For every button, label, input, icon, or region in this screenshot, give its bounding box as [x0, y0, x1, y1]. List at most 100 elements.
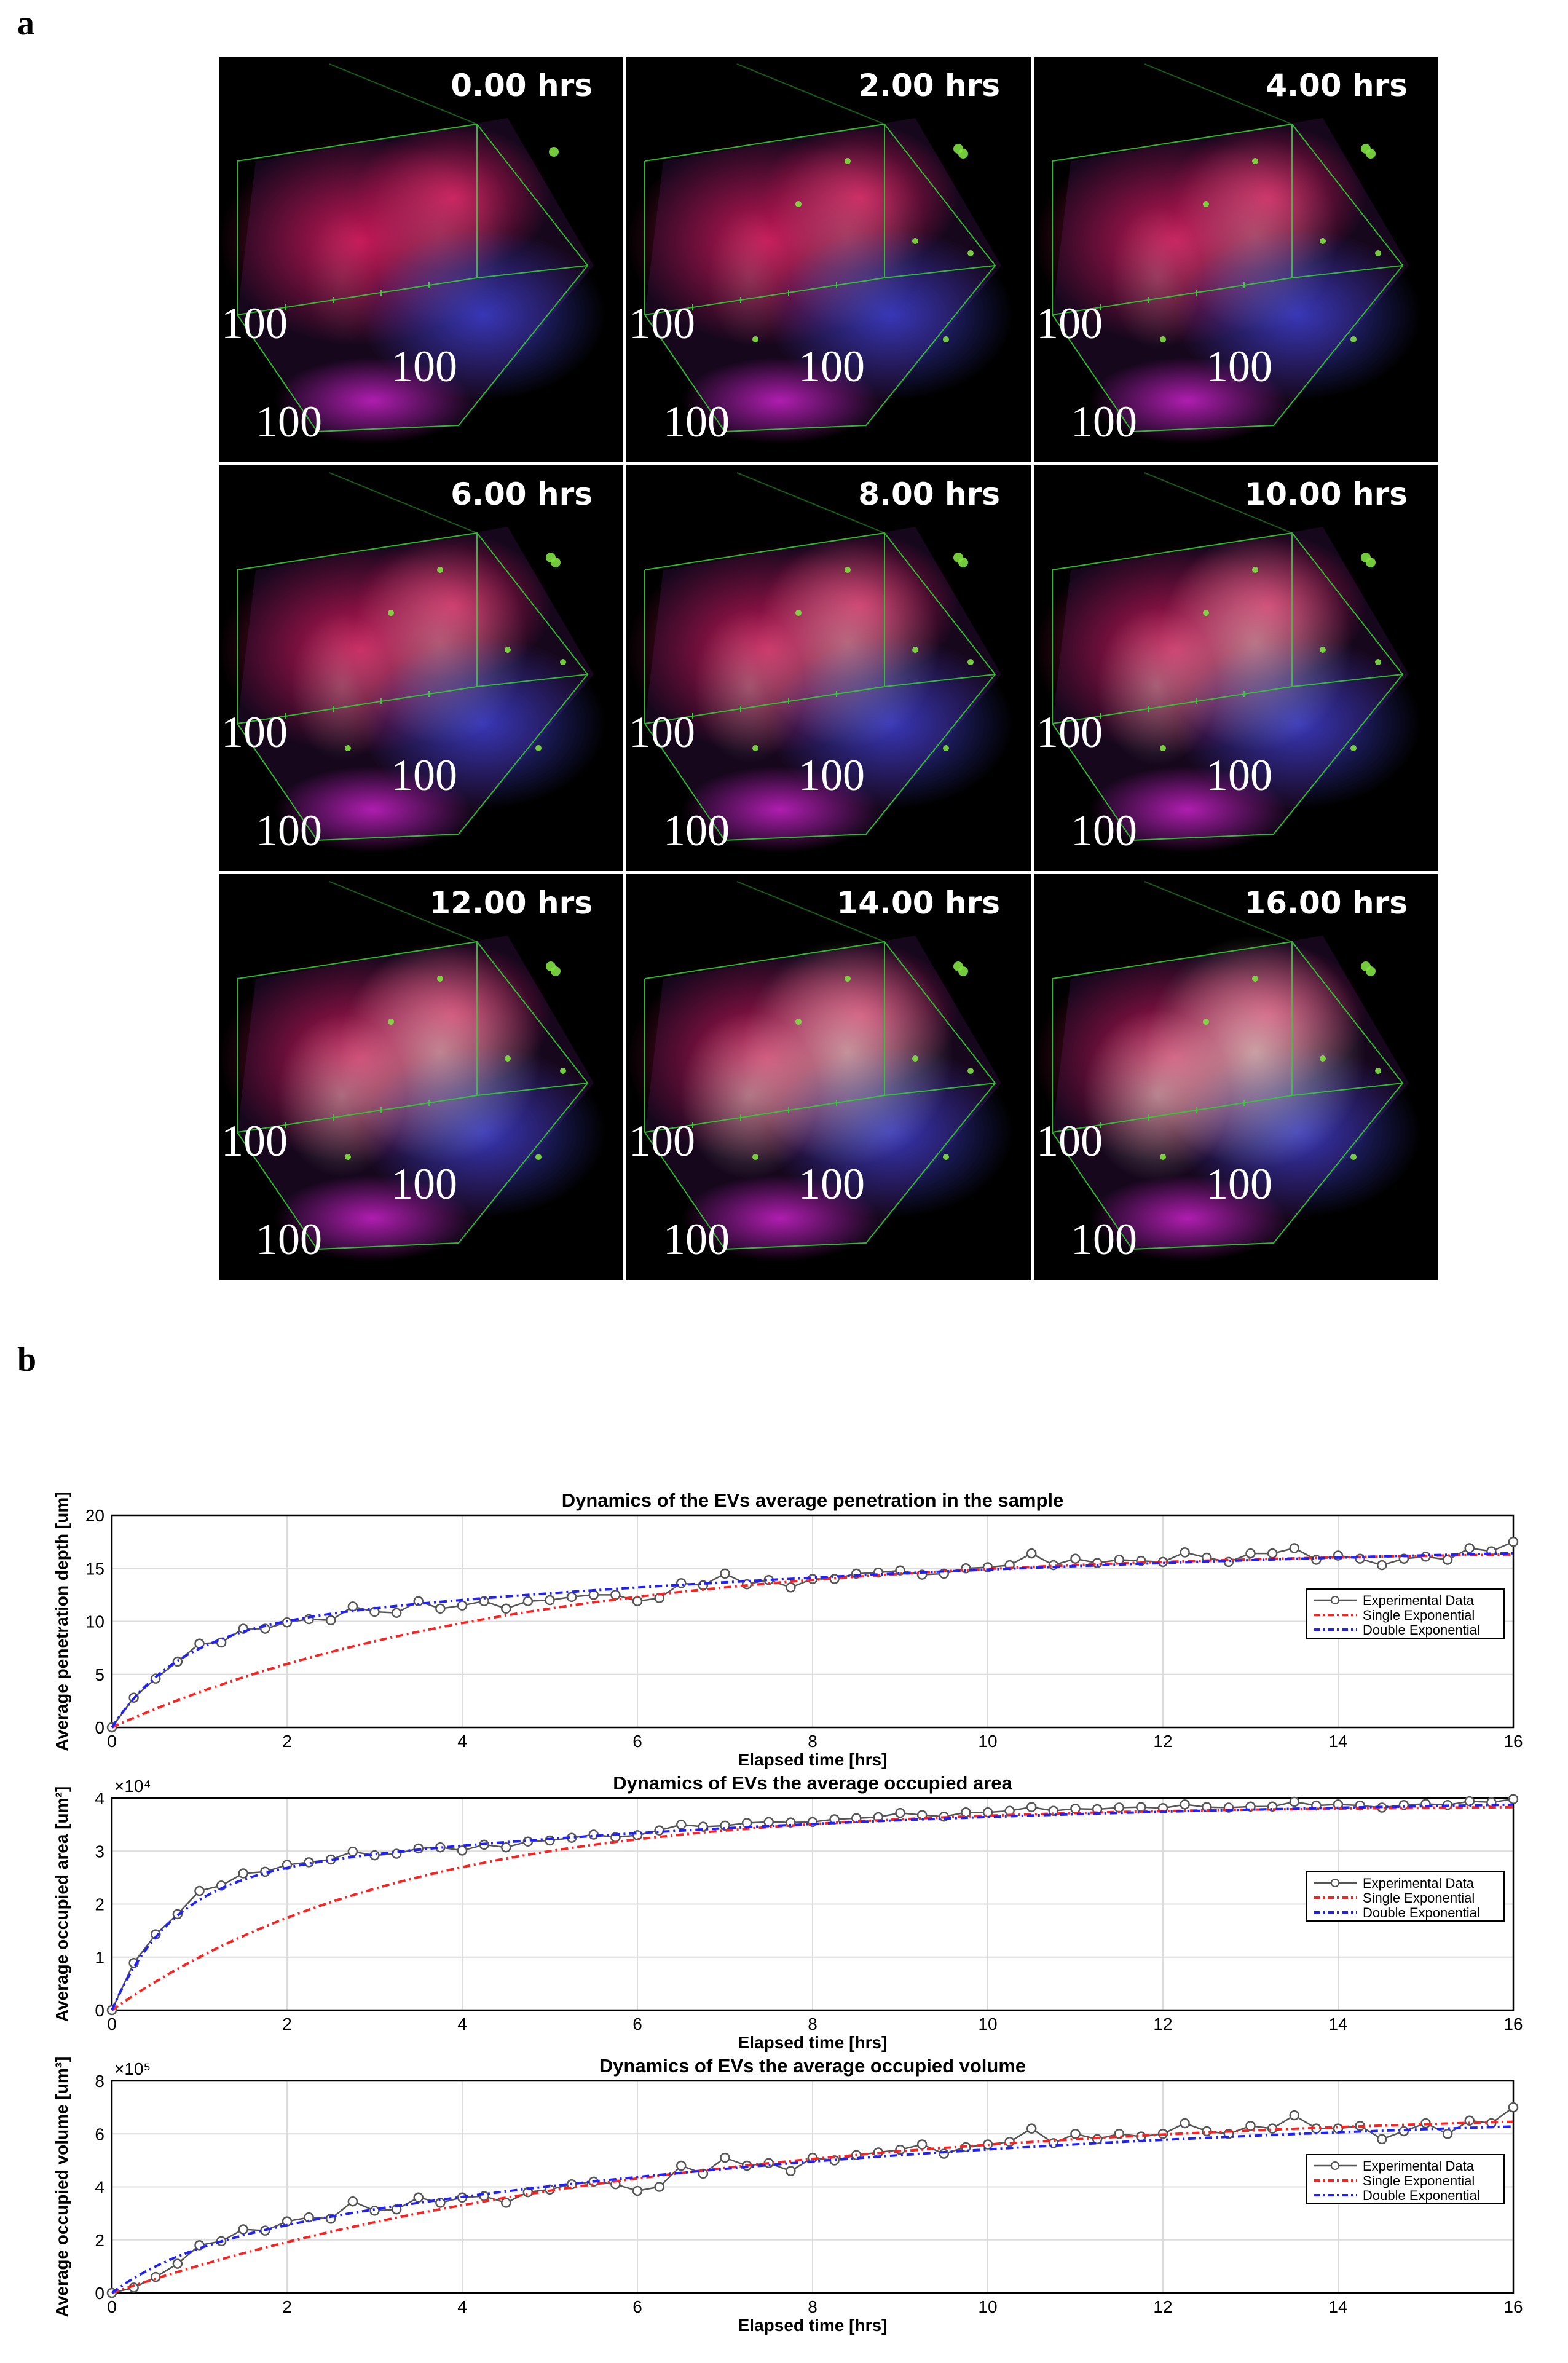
data-point	[326, 1615, 336, 1626]
data-point	[632, 1596, 643, 1606]
scale-label: 100	[256, 1215, 322, 1264]
volume-render	[626, 63, 1014, 444]
legend-label: Single Exponential	[1363, 2173, 1475, 2188]
x-tick-label: 2	[282, 2297, 292, 2316]
x-tick-label: 10	[978, 1732, 997, 1751]
data-point	[238, 2224, 248, 2235]
scale-label: 100	[221, 708, 288, 757]
legend-label: Single Exponential	[1363, 1890, 1475, 1906]
x-tick-label: 4	[457, 2014, 467, 2034]
line-chart: 0 2 4 6 8 10 12 14 16 0 2 4 6 8 ×10⁵ Dynamics of EVs th…	[52, 2055, 1523, 2335]
timelapse-frame: 6.00 hrs 100 100 100	[219, 465, 623, 871]
data-point	[676, 2160, 687, 2171]
data-point	[238, 1868, 248, 1879]
data-point	[413, 2192, 424, 2203]
data-point	[413, 1843, 424, 1854]
data-point	[786, 1582, 796, 1593]
data-point	[501, 1842, 511, 1853]
data-point	[1026, 1802, 1037, 1812]
data-point	[172, 2258, 183, 2269]
line-chart: 0 2 4 6 8 10 12 14 16 0 5 10 15 20 Dynamics of the EVs…	[52, 1489, 1523, 1769]
plot-frame	[111, 2080, 1515, 2294]
panel-label-b: b	[17, 1341, 37, 1379]
x-tick-label: 12	[1153, 2014, 1172, 2034]
data-point	[610, 1590, 621, 1600]
time-label: 14.00 hrs	[837, 885, 1000, 921]
x-tick-label: 0	[107, 2297, 117, 2316]
data-point	[720, 2152, 730, 2163]
data-point	[1004, 2136, 1015, 2147]
y-tick-label: 20	[85, 1506, 104, 1525]
data-point	[632, 2185, 643, 2196]
timelapse-frame: 8.00 hrs 100 100 100	[626, 465, 1031, 871]
data-point	[1442, 1555, 1453, 1565]
y-tick-label: 2	[95, 1895, 104, 1914]
legend-box	[1306, 2154, 1505, 2204]
scale-label: 100	[798, 342, 865, 391]
legend-label: Double Exponential	[1363, 1905, 1480, 1920]
data-point	[501, 2198, 511, 2208]
chart-title: Dynamics of EVs the average occupied vol…	[599, 2055, 1026, 2077]
time-label: 0.00 hrs	[451, 68, 593, 103]
scale-label: 100	[1036, 708, 1103, 757]
time-label: 12.00 hrs	[429, 885, 593, 921]
data-point	[1464, 2115, 1475, 2126]
x-tick-label: 6	[632, 2297, 642, 2316]
data-point	[347, 1846, 358, 1857]
data-point	[545, 1595, 555, 1606]
data-point	[566, 1592, 577, 1603]
data-point	[1377, 1560, 1387, 1571]
y-axis-label: Average occupied area [um²]	[52, 1786, 71, 2022]
scale-label: 100	[1206, 1159, 1272, 1209]
timelapse-frame: 2.00 hrs 100 100 100	[626, 57, 1031, 462]
x-tick-label: 12	[1153, 2297, 1172, 2316]
x-tick-label: 4	[457, 1732, 467, 1751]
y-tick-label: 4	[95, 1789, 104, 1808]
scale-label: 100	[391, 751, 457, 800]
x-tick-label: 14	[1328, 2014, 1347, 2034]
data-point	[1442, 2129, 1453, 2139]
data-point	[522, 1596, 534, 1606]
y-exponent-label: ×10⁴	[114, 1777, 151, 1796]
data-point	[1048, 1805, 1059, 1816]
scale-label: 100	[391, 1159, 457, 1209]
data-point	[1289, 2110, 1299, 2121]
y-tick-label: 0	[95, 2284, 104, 2303]
data-point	[413, 1596, 424, 1606]
scale-label: 100	[221, 1116, 288, 1166]
data-point	[654, 1825, 664, 1836]
volume-render	[219, 881, 606, 1261]
data-point	[895, 1807, 905, 1818]
x-tick-label: 8	[808, 2014, 817, 2034]
scale-label: 100	[1071, 1215, 1137, 1264]
data-point	[1245, 2121, 1256, 2131]
series-line	[111, 2120, 1514, 2294]
data-point	[151, 2271, 161, 2282]
x-axis-label: Elapsed time [hrs]	[738, 2316, 888, 2335]
data-point	[1508, 1794, 1519, 1804]
data-point	[654, 2182, 664, 2192]
time-label: 8.00 hrs	[858, 476, 1000, 512]
y-tick-label: 0	[95, 1718, 104, 1737]
data-point	[216, 1637, 227, 1648]
timelapse-frame: 4.00 hrs 100 100 100	[1034, 57, 1438, 462]
data-point	[435, 2198, 446, 2208]
data-point	[1245, 1548, 1256, 1559]
panel-label-a: a	[17, 4, 34, 42]
data-point	[391, 1608, 402, 1618]
time-label: 6.00 hrs	[451, 476, 593, 512]
data-point	[457, 1845, 468, 1856]
x-tick-label: 16	[1503, 1732, 1523, 1751]
scale-label: 100	[1071, 397, 1137, 446]
time-label: 16.00 hrs	[1244, 885, 1408, 921]
x-axis-label: Elapsed time [hrs]	[738, 2033, 888, 2052]
data-point	[1114, 1802, 1124, 1813]
x-tick-label: 2	[282, 2014, 292, 2034]
time-label: 4.00 hrs	[1266, 68, 1408, 103]
data-point	[1508, 1536, 1519, 1547]
series-line	[111, 1803, 1514, 2011]
data-point	[1267, 1548, 1278, 1559]
